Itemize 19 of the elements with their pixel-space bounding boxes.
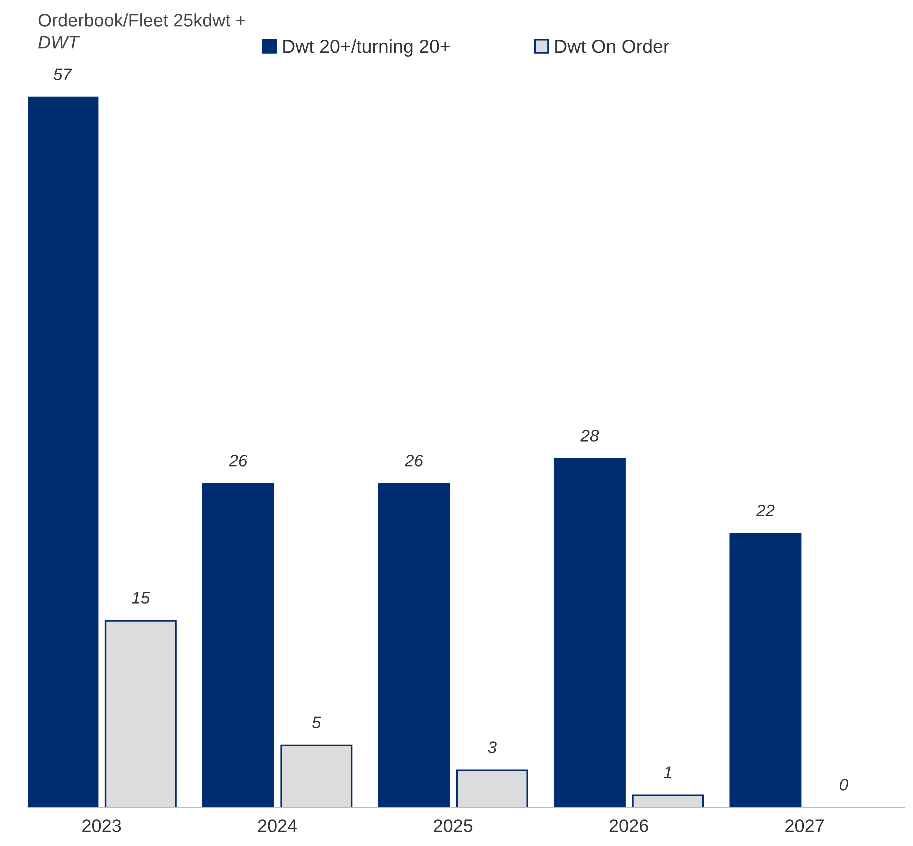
x-tick-label: 2024	[258, 820, 298, 832]
data-label: 5	[312, 716, 322, 729]
data-label: 28	[580, 430, 600, 442]
x-tick-label: 2026	[610, 820, 648, 832]
data-label: 26	[404, 454, 424, 467]
data-label: 15	[132, 592, 150, 604]
x-tick-label: 2023	[82, 820, 122, 832]
data-label: 0	[840, 779, 848, 791]
data-label: 26	[229, 454, 248, 467]
chart-title: Orderbook/Fleet 25kdwt +	[38, 14, 246, 27]
data-label: 22	[756, 504, 775, 516]
x-tick-label: 2027	[786, 820, 824, 832]
legend-label: Dwt On Order	[556, 39, 670, 54]
x-tick-label: 2025	[434, 820, 473, 832]
data-label: 1	[664, 766, 672, 778]
data-label: 3	[488, 742, 497, 754]
data-label: 57	[54, 68, 72, 80]
y-axis-title: DWT	[38, 36, 80, 49]
legend-label: Dwt 20+/turning 20+	[284, 39, 450, 57]
